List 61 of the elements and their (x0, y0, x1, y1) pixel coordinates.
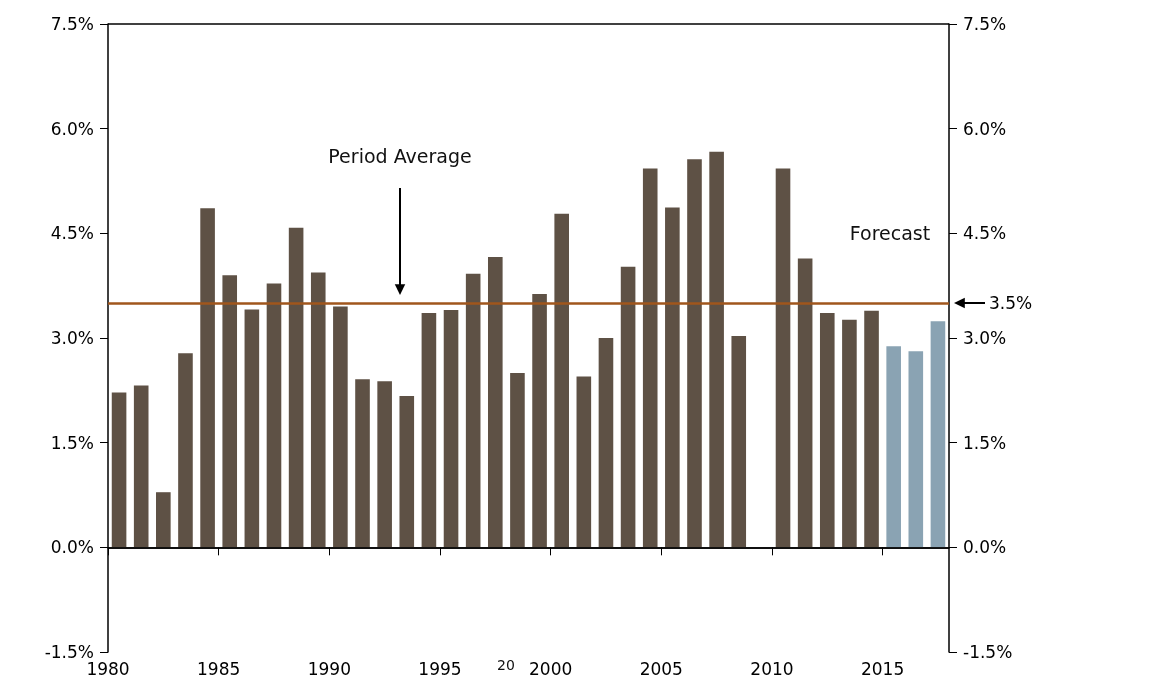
annotation: Forecast (849, 222, 931, 244)
bar (488, 257, 503, 548)
bar (377, 381, 392, 548)
y2-tick-label: 6.0% (963, 118, 1007, 139)
bar (665, 207, 680, 548)
y2-tick-label: -1.5% (963, 642, 1013, 662)
x-tick-label: 2005 (639, 658, 683, 679)
bar (465, 273, 481, 548)
bar (576, 376, 592, 548)
bar (864, 310, 879, 548)
y2-tick-label: 1.5% (963, 432, 1007, 453)
bar (244, 309, 260, 548)
bar (532, 294, 547, 548)
y2-tick-label: 7.5% (963, 14, 1007, 34)
bar (510, 372, 525, 548)
bar (178, 353, 193, 548)
bar (620, 266, 636, 548)
bar (111, 392, 127, 548)
y-tick-label: 0.0% (50, 537, 94, 558)
bar (598, 338, 614, 548)
bar (642, 168, 658, 548)
bar (399, 395, 415, 548)
y-tick-label: 4.5% (50, 223, 94, 244)
annotation: Period Average (328, 145, 472, 167)
x-tick-label: 2000 (529, 658, 573, 679)
bar (797, 258, 813, 548)
bar (886, 346, 901, 548)
bar (222, 275, 238, 548)
bar (709, 151, 724, 548)
bar (687, 159, 702, 548)
bar (156, 492, 171, 548)
bar (333, 306, 348, 548)
bar (421, 312, 437, 548)
y2-tick-label: 4.5% (963, 223, 1007, 244)
y2-tick-label: 0.0% (963, 537, 1007, 558)
y2-tick-label: 3.0% (963, 328, 1007, 348)
x-tick-label: 2015 (860, 658, 905, 679)
bar (908, 351, 924, 548)
y-tick-label: 1.5% (50, 432, 94, 453)
y-tick-label: 7.5% (50, 14, 94, 34)
bar (355, 379, 370, 548)
text: 20 (497, 657, 515, 673)
x-tick-label: 1990 (307, 658, 351, 679)
bar (443, 310, 459, 548)
bar (731, 335, 747, 548)
ref-line-label: 3.5% (989, 293, 1033, 314)
bar (200, 208, 215, 548)
x-tick-label: 1985 (197, 658, 241, 679)
bar (554, 213, 569, 548)
y-tick-label: 6.0% (50, 118, 94, 139)
x-tick-label: 1995 (418, 658, 462, 679)
bar (819, 312, 835, 548)
bar (266, 283, 282, 548)
bar (775, 168, 791, 548)
bar (133, 385, 149, 548)
bar (310, 272, 326, 548)
bar (842, 319, 857, 548)
y-tick-label: 3.0% (50, 328, 94, 348)
bar (288, 227, 304, 548)
x-tick-label: 2010 (750, 658, 794, 679)
bar (930, 321, 946, 548)
